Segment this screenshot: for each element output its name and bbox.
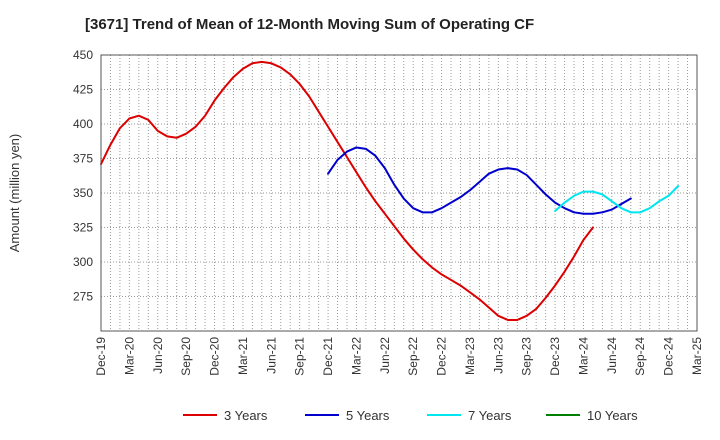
series-line-7-years	[554, 185, 680, 214]
x-tick-labels: Dec-19 Mar-20 Jun-20 Sep-20 Dec-20 Mar-21 Jun-…	[94, 337, 704, 376]
y-tick-label: 425	[73, 83, 93, 97]
x-tick-label: Mar-25	[690, 337, 704, 375]
x-tick-label: Mar-21	[236, 337, 250, 375]
series-line-5-years	[327, 146, 632, 215]
x-tick-label: Sep-22	[406, 337, 420, 376]
x-tick-label: Jun-22	[378, 337, 392, 374]
x-tick-label: Jun-21	[264, 337, 278, 374]
series-line-3-years	[100, 60, 594, 321]
y-axis-label: Amount (million yen)	[7, 134, 22, 253]
x-tick-label: Dec-20	[208, 337, 222, 376]
y-tick-labels: 275 300 325 350 375 400 425 450	[73, 48, 93, 304]
x-tick-label: Mar-23	[463, 337, 477, 375]
x-tick-label: Jun-23	[491, 337, 505, 374]
x-tick-label: Sep-24	[633, 337, 647, 376]
y-tick-label: 350	[73, 186, 93, 200]
x-tick-label: Dec-21	[321, 337, 335, 376]
y-tick-label: 450	[73, 48, 93, 62]
x-tick-label: Sep-20	[179, 337, 193, 376]
x-tick-label: Mar-24	[576, 337, 590, 375]
plot-frame	[100, 54, 698, 332]
legend-label-3-years: 3 Years	[224, 408, 268, 423]
x-tick-label: Dec-22	[435, 337, 449, 376]
legend-label-7-years: 7 Years	[468, 408, 512, 423]
x-tick-label: Dec-23	[548, 337, 562, 376]
grid	[101, 55, 697, 331]
y-tick-label: 300	[73, 255, 93, 269]
y-tick-label: 375	[73, 152, 93, 166]
x-tick-label: Sep-21	[293, 337, 307, 376]
chart-title: [3671] Trend of Mean of 12-Month Moving …	[85, 16, 534, 33]
x-tick-label: Dec-24	[662, 337, 676, 376]
x-tick-label: Sep-23	[520, 337, 534, 376]
legend: 3 Years 5 Years 7 Years 10 Years	[183, 408, 638, 423]
series-lines	[100, 60, 680, 321]
x-tick-label: Jun-24	[605, 337, 619, 374]
y-tick-label: 275	[73, 290, 93, 304]
x-tick-label: Mar-22	[349, 337, 363, 375]
x-tick-label: Jun-20	[151, 337, 165, 374]
x-tick-label: Mar-20	[122, 337, 136, 375]
x-tick-label: Dec-19	[94, 337, 108, 376]
y-tick-label: 400	[73, 117, 93, 131]
legend-label-5-years: 5 Years	[346, 408, 390, 423]
legend-label-10-years: 10 Years	[587, 408, 638, 423]
y-tick-label: 325	[73, 221, 93, 235]
